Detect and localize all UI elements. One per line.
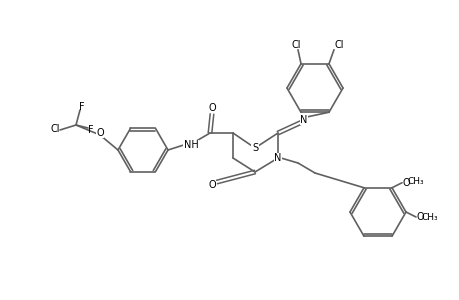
- Text: O: O: [401, 178, 409, 188]
- Text: Cl: Cl: [50, 124, 60, 134]
- Text: O: O: [208, 180, 215, 190]
- Text: Cl: Cl: [334, 40, 343, 50]
- Text: Cl: Cl: [291, 40, 300, 50]
- Text: N: N: [300, 115, 307, 125]
- Text: N: N: [274, 153, 281, 163]
- Text: CH₃: CH₃: [407, 177, 423, 186]
- Text: NH: NH: [183, 140, 198, 150]
- Text: O: O: [415, 212, 423, 222]
- Text: S: S: [252, 143, 257, 153]
- Text: O: O: [96, 128, 104, 138]
- Text: F: F: [79, 102, 84, 112]
- Text: CH₃: CH₃: [421, 214, 437, 223]
- Text: F: F: [88, 125, 94, 135]
- Text: O: O: [208, 103, 215, 113]
